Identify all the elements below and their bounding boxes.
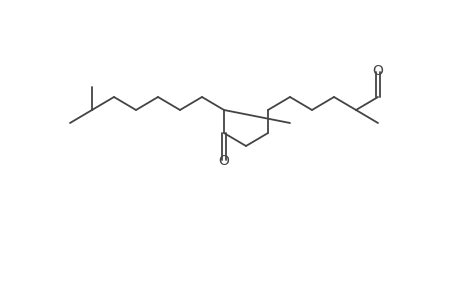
- Text: O: O: [372, 64, 383, 78]
- Text: O: O: [218, 154, 229, 168]
